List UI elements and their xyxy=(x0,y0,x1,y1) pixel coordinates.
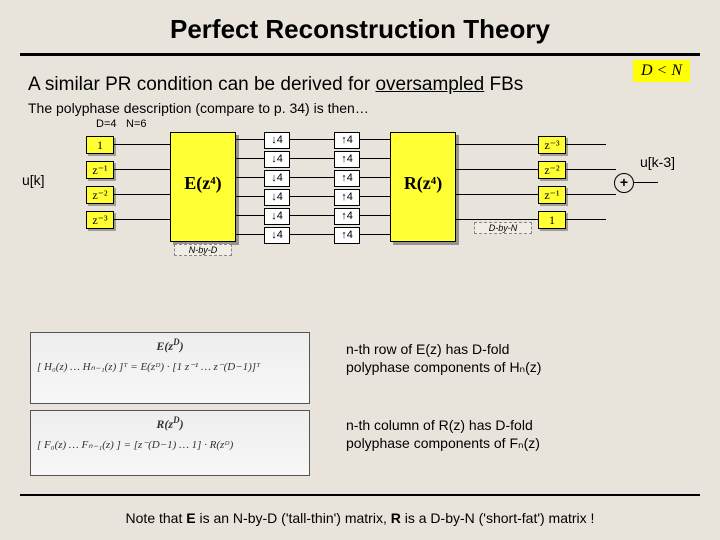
caption-r: n-th column of R(z) has D-fold polyphase… xyxy=(346,416,540,452)
n-label: N=6 xyxy=(126,118,147,130)
r-matrix: R(z⁴) xyxy=(390,132,456,242)
up-2: ↑4 xyxy=(334,170,360,187)
up-0: ↑4 xyxy=(334,132,360,149)
d-label: D=4 xyxy=(96,118,117,130)
up-3: ↑4 xyxy=(334,189,360,206)
equation-e-block: E(zD) [ H₀(z) … Hₙ₋₁(z) ]ᵀ = E(zᴰ) · [1 … xyxy=(30,332,310,404)
up-1: ↑4 xyxy=(334,151,360,168)
subtitle-leading: A similar PR condition can be derived fo… xyxy=(28,74,375,95)
down-3: ↓4 xyxy=(264,189,290,206)
delay-right-0: z⁻³ xyxy=(538,136,566,154)
delay-left-0: 1 xyxy=(86,136,114,154)
delay-right-2: z⁻¹ xyxy=(538,186,566,204)
page-title: Perfect Reconstruction Theory xyxy=(0,0,720,53)
delay-right-3: 1 xyxy=(538,211,566,229)
up-5: ↑4 xyxy=(334,227,360,244)
input-label: u[k] xyxy=(22,172,45,188)
delay-left-1: z⁻¹ xyxy=(86,161,114,179)
sum-node: + xyxy=(614,173,634,193)
title-underline xyxy=(20,53,700,56)
down-5: ↓4 xyxy=(264,227,290,244)
down-0: ↓4 xyxy=(264,132,290,149)
e-matrix-size: N-by-D xyxy=(174,244,232,256)
block-diagram: D=4 N=6 u[k] 1 z⁻¹ z⁻² z⁻³ E(z⁴) N-by-D … xyxy=(28,122,700,272)
r-matrix-size: D-by-N xyxy=(474,222,532,234)
footer-note: Note that E is an N-by-D ('tall-thin') m… xyxy=(0,510,720,526)
up-4: ↑4 xyxy=(334,208,360,225)
delay-left-2: z⁻² xyxy=(86,186,114,204)
down-4: ↓4 xyxy=(264,208,290,225)
subdesc: The polyphase description (compare to p.… xyxy=(28,100,700,116)
equation-r-block: R(zD) [ F₀(z) … Fₙ₋₁(z) ] = [z⁻(D−1) … 1… xyxy=(30,410,310,476)
e-matrix: E(z⁴) xyxy=(170,132,236,242)
dn-badge: D < N xyxy=(633,60,690,82)
delay-right-1: z⁻² xyxy=(538,161,566,179)
subtitle-trailing: FBs xyxy=(484,74,523,95)
footer-line xyxy=(20,494,700,496)
delay-left-3: z⁻³ xyxy=(86,211,114,229)
caption-e: n-th row of E(z) has D-fold polyphase co… xyxy=(346,340,541,376)
output-label: u[k-3] xyxy=(640,154,675,170)
down-2: ↓4 xyxy=(264,170,290,187)
subtitle-underlined: oversampled xyxy=(375,74,484,95)
down-1: ↓4 xyxy=(264,151,290,168)
subtitle: A similar PR condition can be derived fo… xyxy=(28,74,700,96)
